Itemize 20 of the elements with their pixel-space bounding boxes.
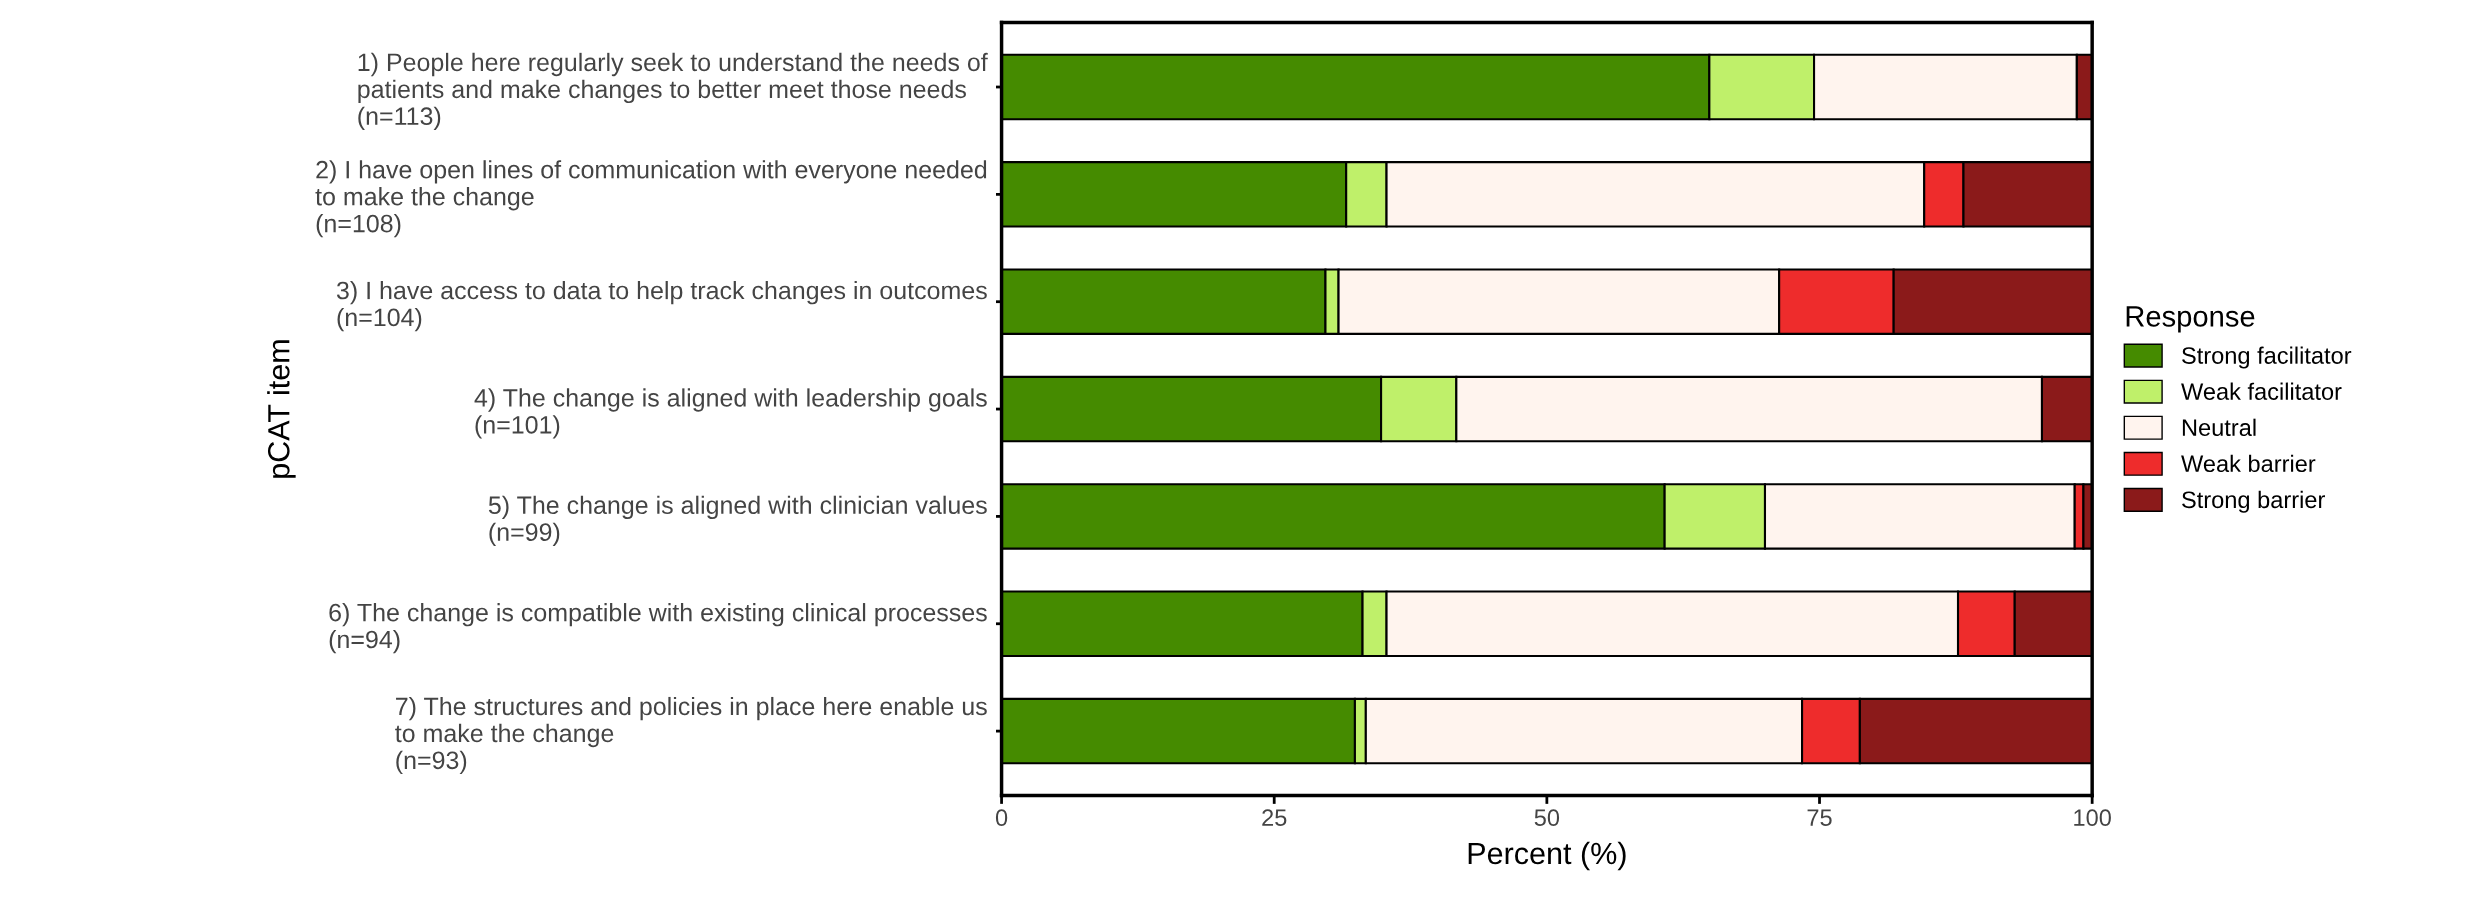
legend-label: Weak facilitator — [2181, 382, 2342, 400]
x-tick-label: 75 — [1807, 809, 1832, 827]
y-tick-label: 4) The change is aligned with leadership goals (n=101) — [474, 388, 987, 439]
y-tick-label: 1) People here regularly seek to understand the needs of patients and make changes to better meet those needs (n=113) — [358, 52, 988, 130]
y-tick-label: 5) The change is aligned with clinician values (n=99) — [488, 495, 987, 546]
x-tick-label: 0 — [995, 809, 1008, 827]
y-tick-label: 7) The structures and policies in place here enable us to make the change (n=93) — [395, 696, 987, 775]
legend-label: Strong barrier — [2182, 490, 2325, 513]
legend-label: Neutral — [2182, 418, 2256, 437]
y-tick-label: 3) I have access to data to help track changes in outcomes (n=104) — [336, 281, 987, 332]
x-tick-label: 50 — [1534, 809, 1560, 827]
x-axis-title: Percent (%) — [1468, 841, 1626, 871]
x-tick-label: 100 — [2074, 809, 2111, 827]
legend-title: Response — [2126, 306, 2255, 333]
y-tick-label: 2) I have open lines of communication with everyone needed to make the change (n=108) — [315, 160, 987, 238]
x-tick-label: 25 — [1262, 809, 1287, 827]
legend-label: Strong facilitator — [2182, 346, 2352, 369]
y-tick-label: 6) The change is compatible with existing clinical processes (n=94) — [329, 603, 987, 654]
y-axis-title: pCAT item — [267, 340, 296, 478]
legend-label: Weak barrier — [2181, 454, 2316, 473]
